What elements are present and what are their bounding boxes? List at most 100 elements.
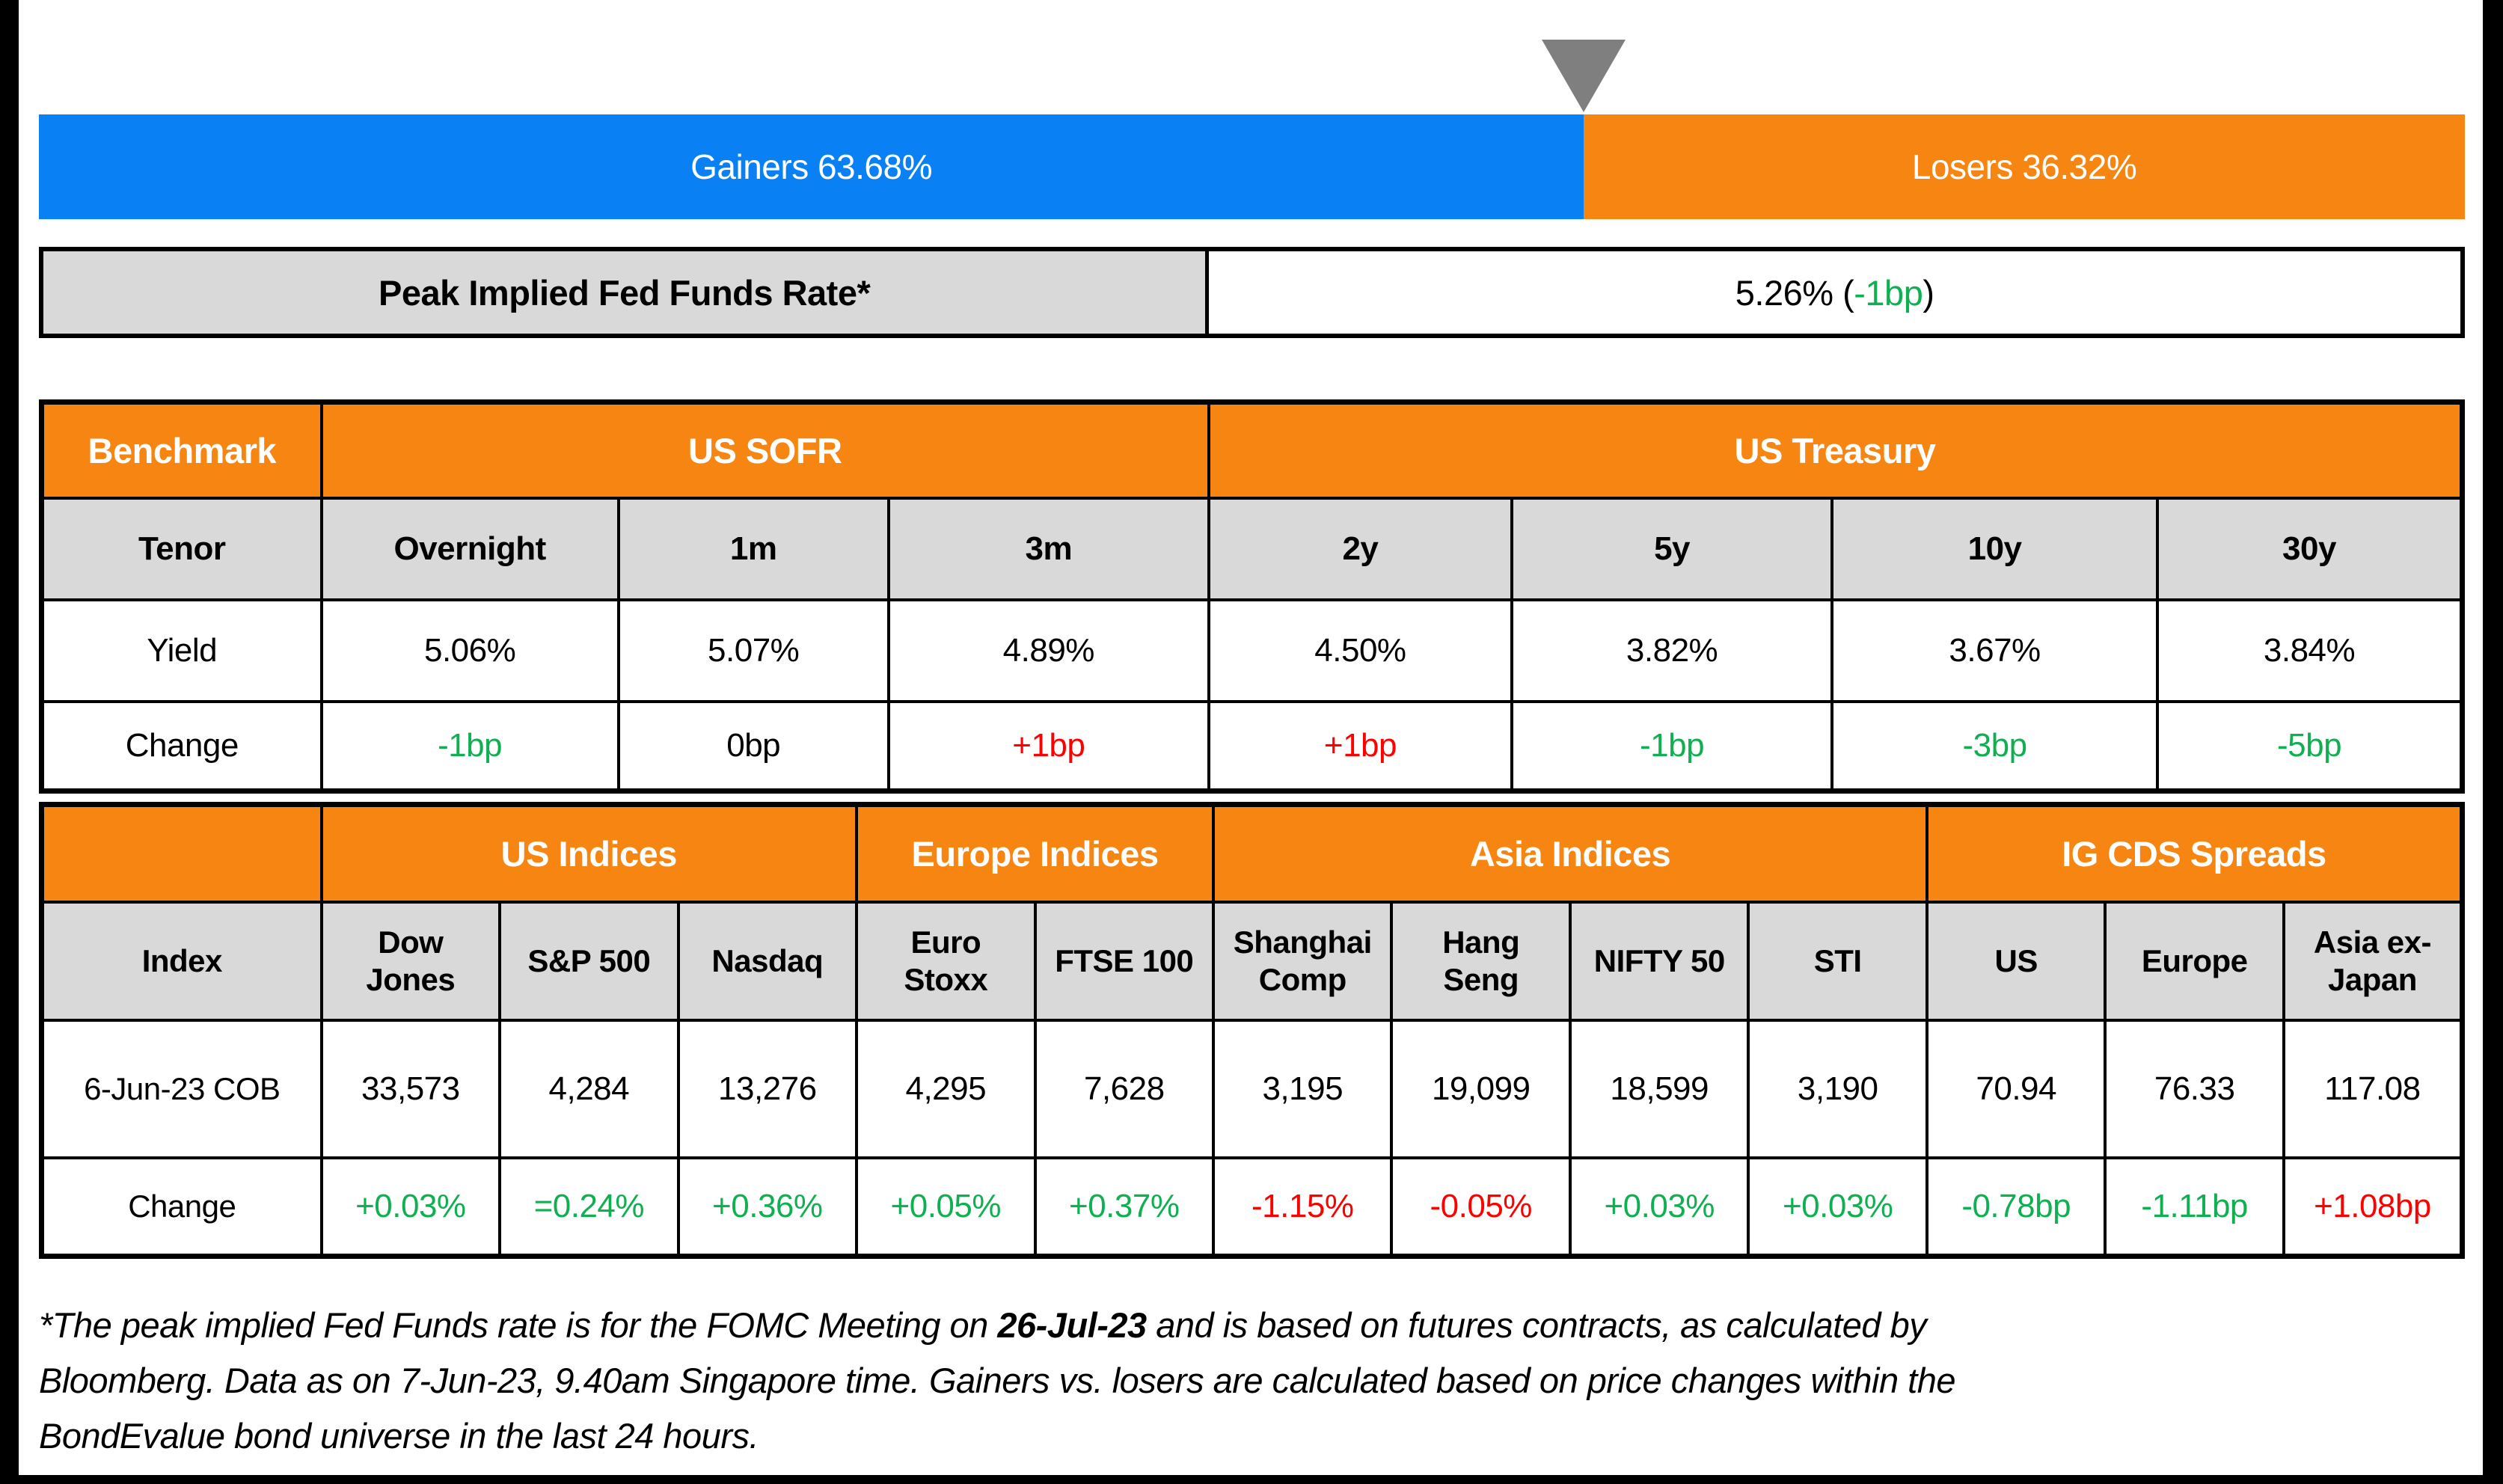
value-sti: 3,190 (1747, 1018, 1928, 1159)
change-cds-europe: -1.11bp (2104, 1156, 2285, 1258)
indices-table: US Indices Europe Indices Asia Indices I… (39, 802, 2465, 1259)
peak-fed-funds-label: Peak Implied Fed Funds Rate* (43, 251, 1210, 334)
group-header-ig-cds-spreads: IG CDS Spreads (1925, 803, 2464, 904)
change-sp500: =0.24% (498, 1156, 680, 1258)
change-2y: +1bp (1207, 699, 1514, 793)
peak-value-post: ) (1923, 272, 1934, 313)
tenor-1m: 1m (616, 496, 890, 601)
footnote: *The peak implied Fed Funds rate is for … (39, 1298, 2465, 1464)
index-row-label: Index (40, 900, 323, 1022)
tenor-2y: 2y (1207, 496, 1514, 601)
change-sti: +0.03% (1747, 1156, 1928, 1258)
screen-edge-right (2483, 0, 2503, 1484)
change-3m: +1bp (886, 699, 1210, 793)
change-nasdaq: +0.36% (676, 1156, 859, 1258)
change-overnight: -1bp (319, 699, 620, 793)
change-1m: 0bp (616, 699, 890, 793)
col-cds-us: US (1925, 900, 2107, 1022)
value-euro-stoxx: 4,295 (855, 1018, 1037, 1159)
footnote-fomc-date: 26-Jul-23 (997, 1305, 1147, 1345)
value-cds-europe: 76.33 (2104, 1018, 2285, 1159)
benchmark-group-header-row: Benchmark US SOFR US Treasury (40, 400, 2464, 500)
peak-value-pre: 5.26% ( (1735, 272, 1854, 313)
cob-values-row: 6-Jun-23 COB 33,573 4,284 13,276 4,295 7… (40, 1018, 2464, 1159)
col-cds-asia-ex-japan: Asia ex- Japan (2282, 900, 2464, 1022)
col-sti: STI (1747, 900, 1928, 1022)
benchmark-corner-cell: Benchmark (40, 400, 323, 500)
value-sp500: 4,284 (498, 1018, 680, 1159)
value-cds-asia-ex-japan: 117.08 (2282, 1018, 2464, 1159)
benchmark-change-row: Change -1bp 0bp +1bp +1bp -1bp -3bp -5bp (40, 699, 2464, 793)
change-euro-stoxx: +0.05% (855, 1156, 1037, 1258)
change-shanghai-comp: -1.15% (1211, 1156, 1394, 1258)
indices-corner-cell (40, 803, 323, 904)
screen-edge-left (0, 0, 19, 1484)
col-shanghai-comp: Shanghai Comp (1211, 900, 1394, 1022)
change-dow-jones: +0.03% (319, 1156, 502, 1258)
gainers-losers-bar: Gainers 63.68% Losers 36.32% (39, 114, 2465, 219)
tenor-overnight: Overnight (319, 496, 620, 601)
value-nasdaq: 13,276 (676, 1018, 859, 1159)
gainers-label: Gainers 63.68% (690, 147, 932, 186)
tenor-5y: 5y (1510, 496, 1834, 601)
yield-30y: 3.84% (2156, 598, 2464, 703)
yield-5y: 3.82% (1510, 598, 1834, 703)
peak-fed-funds-value: 5.26% (-1bp) (1209, 251, 2460, 334)
value-cds-us: 70.94 (1925, 1018, 2107, 1159)
change-30y: -5bp (2156, 699, 2464, 793)
infographic: Gainers 63.68% Losers 36.32% Peak Implie… (39, 0, 2465, 1475)
group-header-us-indices: US Indices (319, 803, 859, 904)
change-cds-asia-ex-japan: +1.08bp (2282, 1156, 2464, 1258)
change-cds-us: -0.78bp (1925, 1156, 2107, 1258)
change-5y: -1bp (1510, 699, 1834, 793)
col-dow-jones: Dow Jones (319, 900, 502, 1022)
group-header-us-sofr: US SOFR (319, 400, 1210, 500)
peak-value-change: -1bp (1854, 272, 1923, 313)
footnote-line-1: *The peak implied Fed Funds rate is for … (39, 1298, 2465, 1353)
value-hang-seng: 19,099 (1390, 1018, 1572, 1159)
col-cds-europe: Europe (2104, 900, 2285, 1022)
benchmark-change-row-label: Change (40, 699, 323, 793)
footnote-line-3: BondEvalue bond universe in the last 24 … (39, 1416, 759, 1456)
col-euro-stoxx: Euro Stoxx (855, 900, 1037, 1022)
index-header-row: Index Dow Jones S&P 500 Nasdaq Euro Stox… (40, 900, 2464, 1022)
yield-3m: 4.89% (886, 598, 1210, 703)
yield-row: Yield 5.06% 5.07% 4.89% 4.50% 3.82% 3.67… (40, 598, 2464, 703)
change-10y: -3bp (1830, 699, 2160, 793)
col-sp500: S&P 500 (498, 900, 680, 1022)
change-nifty-50: +0.03% (1568, 1156, 1750, 1258)
indices-change-row-label: Change (40, 1156, 323, 1258)
value-shanghai-comp: 3,195 (1211, 1018, 1394, 1159)
benchmark-table: Benchmark US SOFR US Treasury Tenor Over… (39, 399, 2465, 794)
col-ftse-100: FTSE 100 (1033, 900, 1216, 1022)
screen-edge-bottom (0, 1475, 2503, 1484)
losers-segment: Losers 36.32% (1584, 114, 2465, 219)
indices-change-row: Change +0.03% =0.24% +0.36% +0.05% +0.37… (40, 1156, 2464, 1258)
footnote-line1-pre: *The peak implied Fed Funds rate is for … (39, 1305, 998, 1345)
group-header-europe-indices: Europe Indices (855, 803, 1215, 904)
yield-overnight: 5.06% (319, 598, 620, 703)
value-dow-jones: 33,573 (319, 1018, 502, 1159)
indices-group-header-row: US Indices Europe Indices Asia Indices I… (40, 803, 2464, 904)
value-nifty-50: 18,599 (1568, 1018, 1750, 1159)
yield-1m: 5.07% (616, 598, 890, 703)
group-header-asia-indices: Asia Indices (1212, 803, 1928, 904)
yield-10y: 3.67% (1830, 598, 2160, 703)
footnote-line-2: Bloomberg. Data as on 7-Jun-23, 9.40am S… (39, 1361, 1956, 1400)
peak-fed-funds-strip: Peak Implied Fed Funds Rate* 5.26% (-1bp… (39, 247, 2465, 338)
col-nasdaq: Nasdaq (676, 900, 859, 1022)
tenor-header-row: Tenor Overnight 1m 3m 2y 5y 10y 30y (40, 496, 2464, 601)
yield-2y: 4.50% (1207, 598, 1514, 703)
change-ftse-100: +0.37% (1033, 1156, 1216, 1258)
value-ftse-100: 7,628 (1033, 1018, 1216, 1159)
cob-row-label: 6-Jun-23 COB (40, 1018, 323, 1159)
col-hang-seng: Hang Seng (1390, 900, 1572, 1022)
tenor-3m: 3m (886, 496, 1210, 601)
yield-row-label: Yield (40, 598, 323, 703)
group-header-us-treasury: US Treasury (1207, 400, 2464, 500)
losers-label: Losers 36.32% (1911, 147, 2137, 186)
tenor-10y: 10y (1830, 496, 2160, 601)
tenor-30y: 30y (2156, 496, 2464, 601)
footnote-line1-post: and is based on futures contracts, as ca… (1146, 1305, 1927, 1345)
tenor-row-label: Tenor (40, 496, 323, 601)
